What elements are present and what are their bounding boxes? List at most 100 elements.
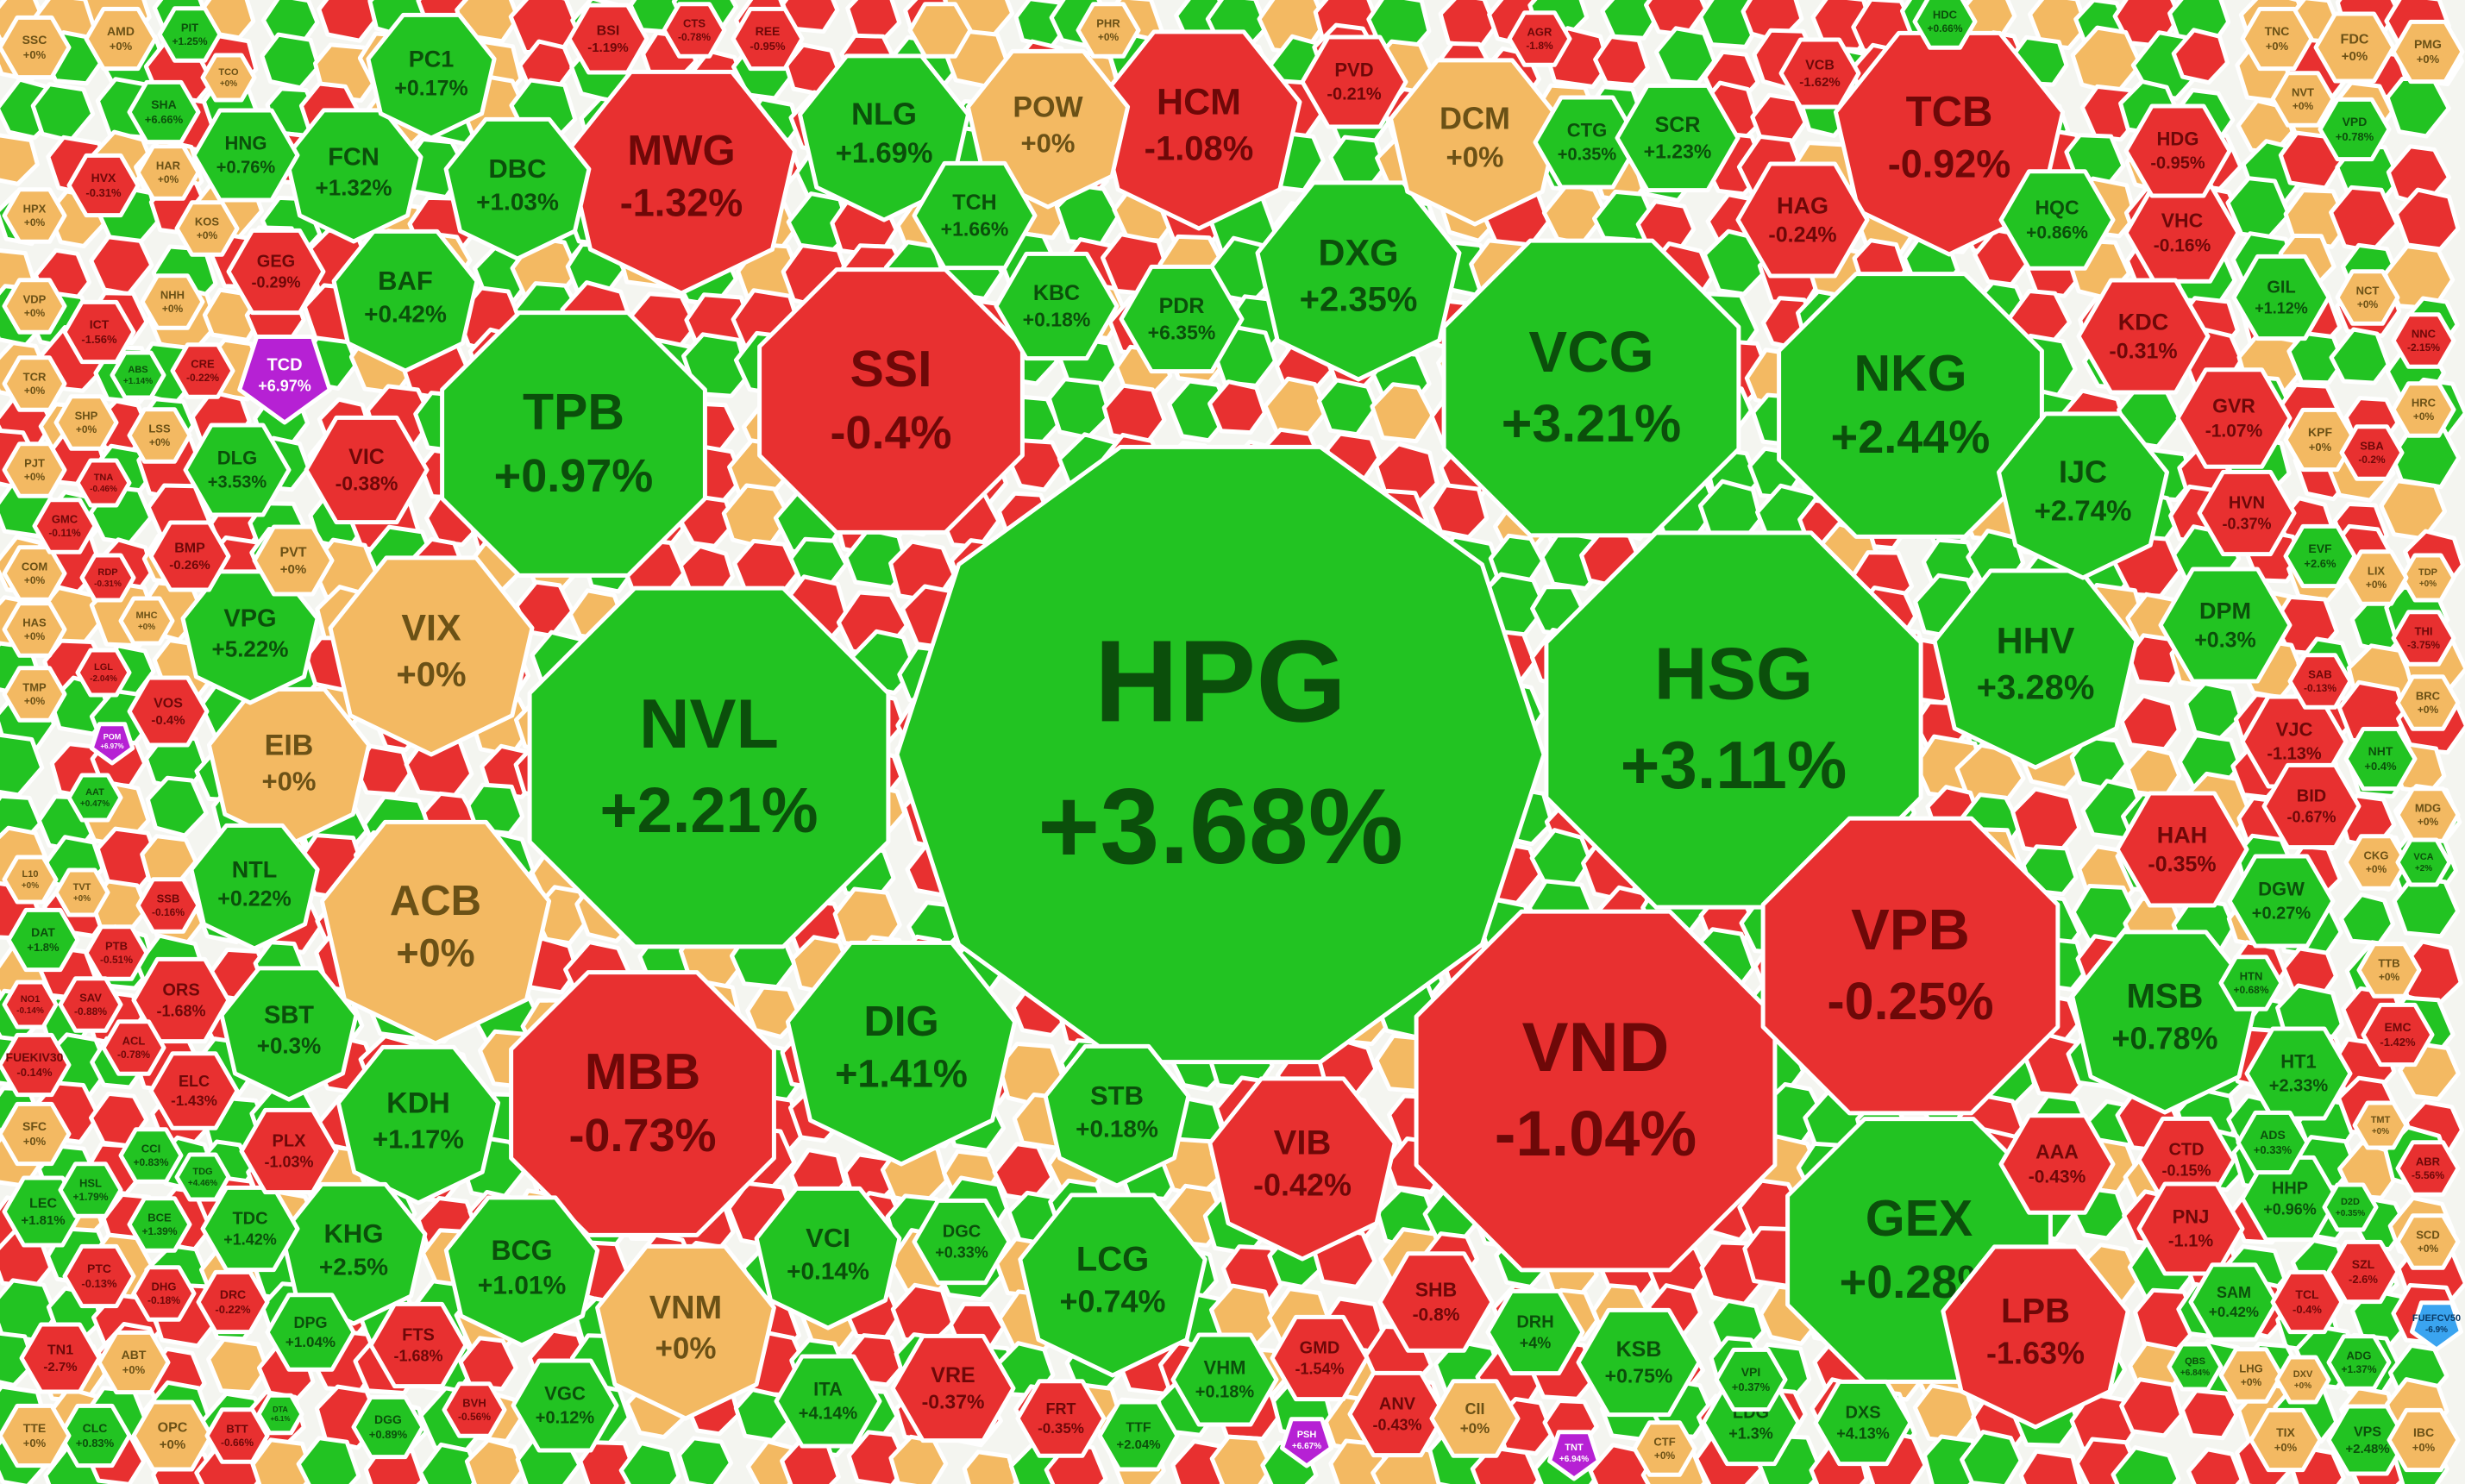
stock-cell-anv[interactable]: ANV -0.43%	[1347, 1370, 1447, 1458]
stock-cell-hag[interactable]: HAG -0.24%	[1735, 161, 1870, 279]
stock-cell-gil[interactable]: GIL +1.12%	[2231, 254, 2331, 341]
stock-cell-pdr[interactable]: PDR +6.35%	[1119, 264, 1245, 374]
stock-cell-vnm[interactable]: VNM +0%	[595, 1243, 776, 1421]
stock-cell-acb[interactable]: ACB +0%	[319, 819, 552, 1046]
stock-cell-vre[interactable]: VRE -0.37%	[890, 1333, 1016, 1443]
stock-cell-com[interactable]: COM+0%	[2, 545, 67, 602]
stock-cell-hpg[interactable]: HPG +3.68%	[894, 444, 1546, 1065]
stock-cell-hhv[interactable]: HHV +3.28%	[1932, 568, 2139, 770]
stock-cell-lcg[interactable]: LCG +0.74%	[1018, 1193, 1207, 1378]
stock-cell-lss[interactable]: LSS+0%	[127, 407, 192, 464]
stock-cell-pom[interactable]: POM+6.97%	[89, 722, 135, 766]
stock-cell-adg[interactable]: ADG+1.37%	[2326, 1334, 2392, 1391]
stock-cell-lpb[interactable]: LPB -1.63%	[1941, 1244, 2130, 1430]
stock-cell-vps[interactable]: VPS +2.48%	[2326, 1404, 2409, 1476]
stock-cell-has[interactable]: HAS+0%	[2, 601, 67, 658]
stock-cell-ssc[interactable]: SSC+0%	[0, 15, 72, 80]
stock-cell-acl[interactable]: ACL -0.78%	[101, 1019, 166, 1076]
stock-cell-dlg[interactable]: DLG +3.53%	[183, 423, 292, 517]
stock-cell-kbc[interactable]: KBC +0.18%	[994, 251, 1120, 361]
stock-cell-mhc[interactable]: MHC +0%	[118, 596, 175, 646]
stock-cell-aaa[interactable]: AAA -0.43%	[1998, 1113, 2116, 1215]
stock-cell-ntl[interactable]: NTL +0.22%	[189, 823, 320, 951]
stock-cell-shp[interactable]: SHP+0%	[53, 394, 119, 451]
stock-cell-cre[interactable]: CRE -0.22%	[170, 342, 235, 399]
stock-cell-sfc[interactable]: SFC +0%	[0, 1101, 72, 1167]
stock-cell-sba[interactable]: SBA -0.2%	[2339, 424, 2405, 481]
stock-cell-fuekiv30[interactable]: FUEKIV30 -0.14%	[0, 1032, 72, 1098]
stock-cell-ctd[interactable]: CTD -0.15%	[2136, 1116, 2236, 1204]
stock-cell-qbs[interactable]: QBS+6.84%	[2167, 1342, 2224, 1392]
stock-cell-cci[interactable]: CCI+0.83%	[118, 1127, 184, 1184]
stock-cell-ttb[interactable]: TTB +0%	[2356, 942, 2422, 999]
stock-cell-tmt[interactable]: TMT +0%	[2352, 1100, 2409, 1150]
stock-cell-har[interactable]: HAR+0%	[135, 144, 201, 201]
stock-cell-vpd[interactable]: VPD +0.78%	[2318, 97, 2392, 162]
stock-cell-vhm[interactable]: VHM +0.18%	[1170, 1332, 1279, 1427]
stock-cell-dta[interactable]: DTA +6.1%	[256, 1393, 304, 1436]
stock-cell-dbc[interactable]: DBC +1.03%	[443, 116, 592, 261]
stock-cell-mdg[interactable]: MDG +0%	[2395, 786, 2461, 843]
stock-cell-sha[interactable]: SHA +6.66%	[127, 79, 201, 145]
stock-cell-stb[interactable]: STB +0.18%	[1043, 1043, 1191, 1188]
stock-cell-tdc[interactable]: TDC +1.42%	[200, 1185, 300, 1273]
stock-cell-gmd[interactable]: GMD -1.54%	[1270, 1314, 1370, 1402]
stock-cell-lgl[interactable]: LGL-2.04%	[75, 648, 132, 698]
stock-cell-geg[interactable]: GEG -0.29%	[226, 228, 326, 316]
stock-cell-sab[interactable]: SAB -0.13%	[2287, 653, 2353, 710]
stock-cell-bmp[interactable]: BMP -0.26%	[148, 520, 231, 592]
stock-cell-fcn[interactable]: FCN+1.32%	[284, 108, 423, 244]
stock-cell-pc1[interactable]: PC1 +0.17%	[366, 12, 497, 141]
stock-cell-nvl[interactable]: NVL +2.21%	[527, 585, 891, 949]
stock-cell-hah[interactable]: HAH -0.35%	[2115, 791, 2249, 908]
stock-cell-hsl[interactable]: HSL +1.79%	[58, 1162, 123, 1218]
stock-cell-drh[interactable]: DRH +4%	[1485, 1288, 1585, 1376]
stock-cell-vcg[interactable]: VCG +3.21%	[1441, 238, 1741, 538]
stock-cell-vcb[interactable]: VCB -1.62%	[1778, 37, 1861, 110]
stock-cell-nlg[interactable]: NLG +1.69%	[798, 53, 970, 222]
stock-cell-nvt[interactable]: NVT +0%	[2270, 71, 2336, 128]
stock-cell-ptb[interactable]: PTB -0.51%	[84, 924, 149, 981]
stock-cell-tvt[interactable]: TVT +0%	[53, 867, 110, 917]
stock-cell-bid[interactable]: BID -0.67%	[2261, 762, 2362, 850]
stock-cell-fdc[interactable]: FDC +0%	[2313, 11, 2396, 84]
stock-cell-abs[interactable]: ABS +1.14%	[110, 350, 166, 400]
stock-cell-tcr[interactable]: TCR +0%	[2, 355, 67, 412]
stock-cell-mwg[interactable]: MWG -1.32%	[565, 69, 798, 296]
stock-cell-phr[interactable]: PHR +0%	[1076, 2, 1141, 59]
stock-cell-cii[interactable]: CII +0%	[1429, 1379, 1521, 1458]
stock-cell-ibc[interactable]: IBC +0%	[2387, 1407, 2461, 1473]
stock-cell-hng[interactable]: HNG +0.76%	[191, 108, 300, 203]
stock-cell-tcb[interactable]: TCB -0.92%	[1833, 30, 2066, 257]
stock-cell-vix[interactable]: VIX +0%	[328, 555, 535, 757]
stock-cell-ijc[interactable]: IJC +2.74%	[1997, 411, 2169, 580]
stock-cell-l10[interactable]: L10+0%	[2, 855, 59, 905]
stock-cell-hcm[interactable]: HCM -1.08%	[1095, 29, 1302, 231]
stock-cell-szl[interactable]: SZL -2.6%	[2326, 1239, 2400, 1305]
stock-cell-ssi2[interactable]	[907, 2, 973, 59]
stock-cell-tnc[interactable]: TNC +0%	[2240, 6, 2314, 72]
stock-cell-hvn[interactable]: HVN -0.37%	[2197, 469, 2297, 557]
stock-cell-ctf[interactable]: CTF +0%	[1632, 1420, 1697, 1477]
stock-cell-tmp[interactable]: TMP +0%	[2, 666, 67, 723]
stock-cell-dat[interactable]: DAT +1.8%	[6, 907, 80, 973]
stock-cell-vnd[interactable]: VND -1.04%	[1414, 909, 1778, 1273]
stock-cell-vpi[interactable]: VPI +0.37%	[1714, 1347, 1788, 1412]
stock-cell-vdp[interactable]: VDP +0%	[2, 278, 67, 335]
stock-cell-bcg[interactable]: BCG +1.01%	[443, 1195, 600, 1348]
stock-cell-dcm[interactable]: DCM +0%	[1389, 58, 1561, 227]
stock-cell-dgc[interactable]: DGC +0.33%	[912, 1198, 1012, 1286]
stock-cell-ita[interactable]: ITA +4.14%	[774, 1354, 882, 1449]
stock-cell-ads[interactable]: ADS+0.33%	[2236, 1110, 2310, 1175]
stock-cell-lec[interactable]: LEC +1.81%	[2, 1175, 85, 1248]
stock-cell-tdg[interactable]: TDG +4.46%	[174, 1152, 231, 1202]
stock-cell-nct[interactable]: NCT+0%	[2335, 269, 2400, 326]
stock-cell-nhh[interactable]: NHH +0%	[140, 273, 205, 330]
stock-cell-agr[interactable]: AGR -1.8%	[1507, 10, 1572, 67]
stock-cell-aat[interactable]: AAT+0.47%	[66, 773, 123, 823]
stock-cell-dig[interactable]: DIG +1.41%	[785, 940, 1018, 1167]
stock-cell-bsi[interactable]: BSI -1.19%	[567, 3, 649, 75]
stock-cell-drc[interactable]: DRC -0.22%	[196, 1269, 270, 1335]
stock-cell-ttf[interactable]: TTF +2.04%	[1097, 1399, 1180, 1472]
stock-cell-thi[interactable]: THI -3.75%	[2391, 610, 2456, 667]
